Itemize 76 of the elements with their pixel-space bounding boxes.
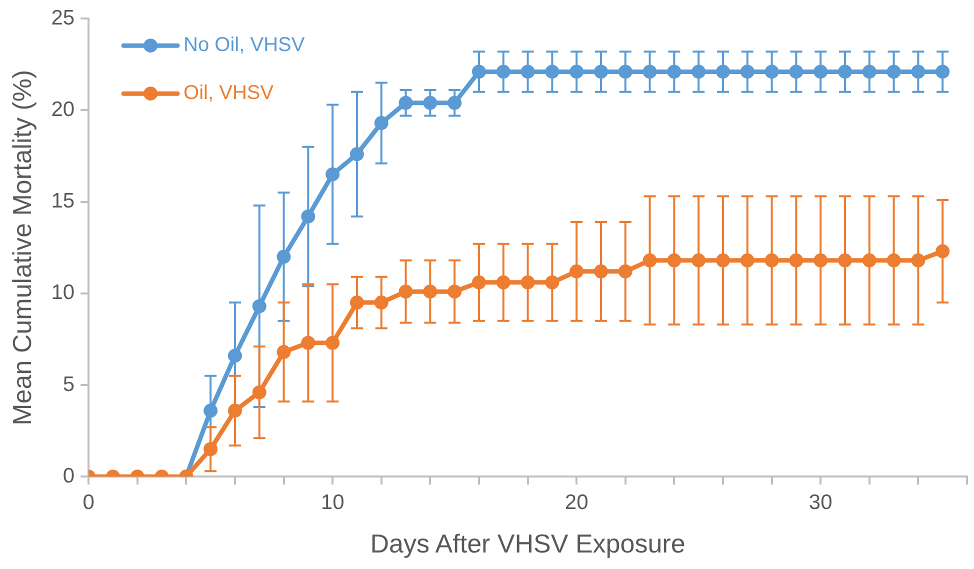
- point: [472, 64, 486, 79]
- point: [350, 296, 364, 310]
- y-axis-title: Mean Cumulative Mortality (%): [6, 70, 37, 426]
- point: [228, 404, 242, 418]
- point: [716, 64, 730, 79]
- point: [448, 284, 462, 299]
- y-tick-label: 25: [51, 6, 75, 30]
- y-tick-label: 5: [62, 372, 75, 396]
- y-tick-label: 20: [51, 98, 75, 121]
- point: [886, 64, 901, 79]
- point: [520, 275, 535, 290]
- point: [545, 64, 560, 79]
- point: [740, 64, 754, 79]
- point: [252, 385, 266, 400]
- point: [204, 404, 218, 418]
- point: [423, 96, 438, 110]
- point: [423, 284, 438, 299]
- point: [667, 64, 682, 79]
- point: [642, 253, 657, 268]
- point: [496, 64, 510, 79]
- point: [838, 64, 852, 79]
- point: [936, 64, 950, 79]
- point: [496, 275, 510, 290]
- point: [862, 64, 876, 79]
- point: [301, 336, 316, 350]
- point: [936, 244, 950, 258]
- x-tick-label: 0: [82, 490, 94, 514]
- point: [276, 345, 291, 360]
- point: [276, 250, 291, 264]
- point: [716, 253, 730, 268]
- point: [520, 64, 535, 79]
- point: [789, 64, 804, 79]
- point: [618, 264, 632, 278]
- point: [886, 253, 901, 268]
- legend-label: Oil, VHSV: [184, 82, 274, 104]
- y-tick-label: 10: [51, 281, 75, 304]
- point: [692, 253, 706, 268]
- point: [204, 442, 218, 456]
- point: [789, 253, 804, 268]
- point: [740, 253, 754, 268]
- point: [764, 253, 779, 268]
- point: [326, 336, 340, 350]
- point: [374, 296, 388, 310]
- point: [814, 64, 828, 79]
- point: [667, 253, 682, 268]
- point: [570, 264, 584, 278]
- point: [398, 284, 413, 299]
- point: [301, 209, 316, 224]
- point: [838, 253, 852, 268]
- point: [398, 96, 413, 110]
- x-tick-label: 20: [564, 490, 588, 514]
- point: [326, 167, 340, 182]
- point: [594, 264, 608, 278]
- y-tick-label: 15: [51, 190, 75, 213]
- legend-label: No Oil, VHSV: [184, 34, 306, 56]
- point: [814, 253, 828, 268]
- point: [911, 64, 926, 79]
- point: [350, 147, 364, 162]
- point: [448, 96, 462, 110]
- point: [472, 275, 486, 290]
- point: [374, 116, 388, 130]
- point: [911, 253, 926, 268]
- point: [618, 64, 632, 79]
- point: [642, 64, 657, 79]
- x-tick-label: 30: [808, 490, 832, 514]
- x-tick-label: 10: [320, 490, 344, 514]
- point: [862, 253, 876, 268]
- point: [764, 64, 779, 79]
- point: [252, 299, 266, 314]
- point: [570, 64, 584, 79]
- point: [594, 64, 608, 79]
- point: [545, 275, 560, 290]
- x-axis-title: Days After VHSV Exposure: [370, 528, 686, 559]
- point: [228, 348, 242, 363]
- y-tick-label: 0: [62, 464, 75, 488]
- point: [692, 64, 706, 79]
